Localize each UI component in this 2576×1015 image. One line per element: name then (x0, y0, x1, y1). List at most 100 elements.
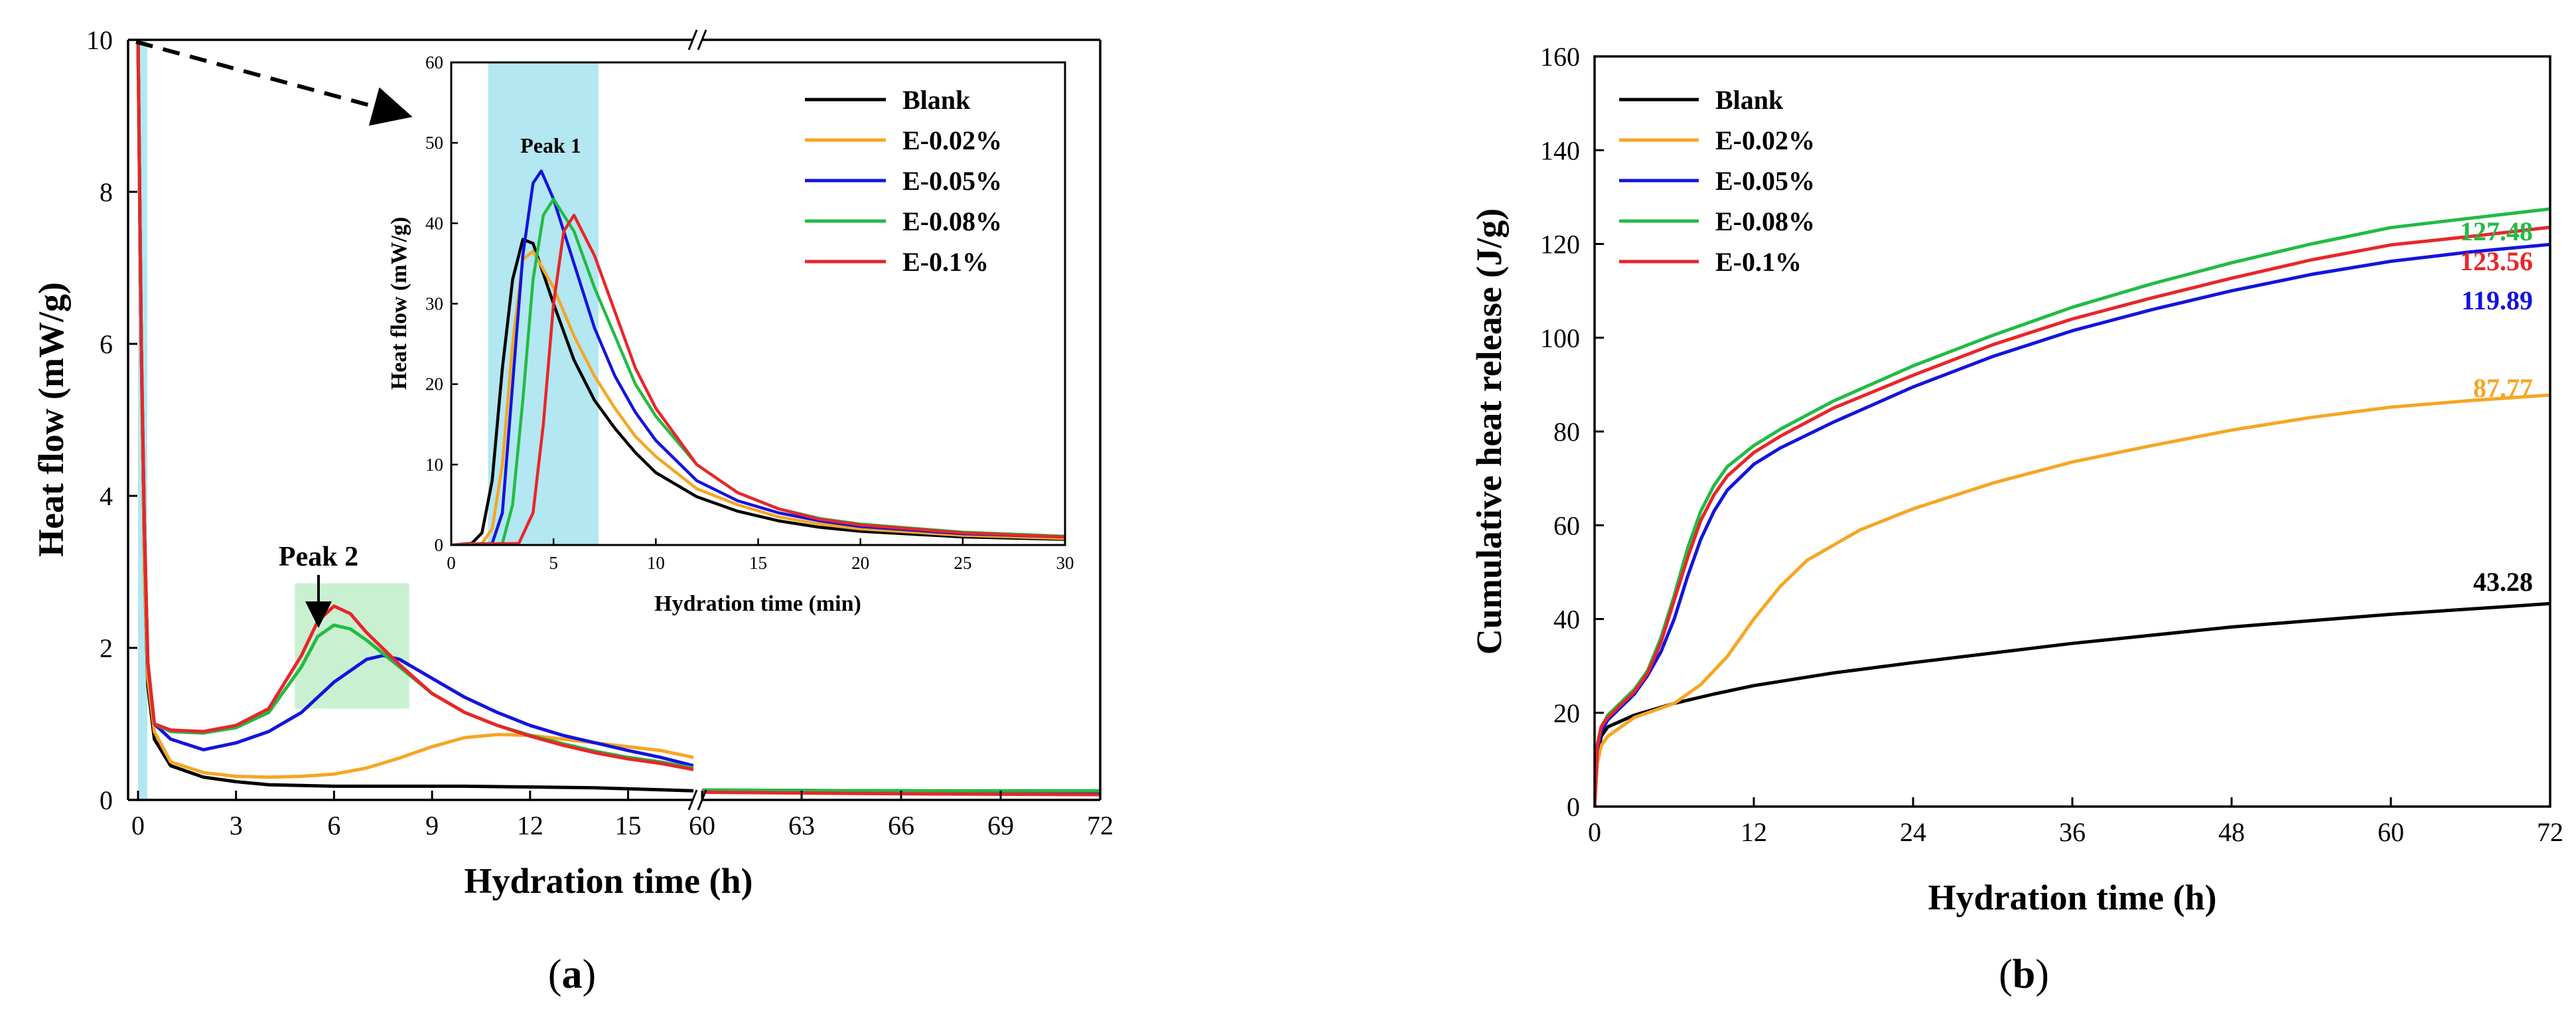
panel-b-series (1595, 207, 2550, 807)
panel-a-x-axis-title: Hydration time (h) (465, 861, 753, 901)
y-tick-label: 160 (1540, 42, 1580, 72)
inset-x-tick-label: 25 (954, 553, 971, 573)
y-tick-label: 10 (86, 25, 113, 55)
legend-label-blank: Blank (902, 85, 971, 115)
inset-x-tick-label: 5 (549, 553, 558, 573)
end-value-label-e-0-05: 119.89 (2461, 285, 2533, 315)
x-tick-label: 72 (2537, 817, 2563, 847)
x-tick-label: 66 (888, 811, 914, 840)
series-line-e-0-05 (1595, 242, 2550, 807)
zoom-dashed-arrow (135, 40, 413, 126)
inset-x-tick-label: 10 (647, 553, 665, 573)
inset-series-line-e-0-1 (451, 213, 1065, 545)
inset-series-line-e-0-05 (451, 169, 1065, 545)
y-tick-label: 4 (100, 481, 113, 511)
inset-y-tick-label: 10 (425, 455, 443, 475)
panel-b-x-axis: 0 12 24 36 48 60 72 (1588, 797, 2563, 847)
panel-b-y-axis-title: Cumulative heat release (J/g) (1469, 208, 1509, 655)
panel-b: 0 20 40 60 80 100 120 140 160 0 12 24 36 48 60 72 Cumu… (1469, 42, 2563, 997)
panel-a-label: (a) (548, 952, 596, 997)
inset-y-tick-label: 50 (425, 133, 443, 153)
inset-x-tick-label: 20 (851, 553, 869, 573)
legend-label-e-0-1: E-0.1% (1715, 247, 1802, 277)
panel-a-y-axis-title: Heat flow (mW/g) (31, 282, 71, 557)
y-tick-label: 80 (1553, 417, 1580, 447)
x-tick-label: 60 (2378, 817, 2404, 847)
panel-b-y-axis: 0 20 40 60 80 100 120 140 160 (1540, 42, 1604, 822)
inset-y-tick-label: 40 (425, 213, 443, 233)
inset-x-axis-title: Hydration time (min) (654, 591, 861, 616)
y-tick-label: 0 (1567, 792, 1580, 822)
inset-x-axis: 0 5 10 15 20 25 30 (447, 538, 1074, 573)
end-value-label-blank: 43.28 (2473, 567, 2533, 597)
y-tick-label: 40 (1553, 605, 1580, 635)
y-tick-label: 60 (1553, 510, 1580, 540)
panel-a-legend: Blank E-0.02% E-0.05% E-0.08% E-0.1% (805, 85, 1002, 277)
x-tick-label: 48 (2218, 817, 2245, 847)
x-tick-label: 12 (517, 811, 543, 840)
end-value-label-e-0-02: 87.77 (2473, 373, 2533, 403)
peak1-label: Peak 1 (520, 133, 581, 157)
series-line-e-0-1 (1595, 225, 2550, 807)
x-tick-label: 69 (987, 811, 1014, 840)
panel-b-x-axis-title: Hydration time (h) (1928, 878, 2217, 917)
x-tick-label: 6 (327, 811, 340, 840)
inset-y-tick-label: 20 (425, 374, 443, 394)
panel-a-letter: a (562, 952, 583, 997)
legend-label-e-0-05: E-0.05% (1715, 166, 1815, 196)
inset-y-axis-title: Heat flow (mW/g) (387, 217, 411, 390)
end-value-label-e-0-08: 127.48 (2460, 216, 2533, 246)
peak2-label: Peak 2 (279, 542, 358, 572)
y-tick-label: 100 (1540, 323, 1580, 353)
legend-label-e-0-05: E-0.05% (902, 166, 1002, 196)
panel-b-legend: Blank E-0.02% E-0.05% E-0.08% E-0.1% (1619, 85, 1815, 277)
x-tick-label: 3 (230, 811, 243, 840)
inset-y-tick-label: 60 (425, 52, 443, 72)
inset-series (451, 169, 1065, 545)
inset-y-tick-label: 0 (435, 535, 444, 555)
x-tick-label: 9 (425, 811, 439, 840)
x-tick-label: 0 (1588, 817, 1601, 847)
x-tick-label: 60 (689, 811, 715, 840)
x-tick-label: 36 (2059, 817, 2086, 847)
panel-b-label: (b) (1999, 952, 2049, 997)
y-tick-label: 2 (100, 633, 113, 663)
panel-b-letter: b (2013, 952, 2035, 997)
x-tick-label: 0 (131, 811, 145, 840)
legend-label-e-0-02: E-0.02% (902, 125, 1002, 155)
inset-series-line-e-0-02 (451, 250, 1065, 545)
series-line-e-0-08 (1595, 207, 2550, 807)
y-tick-label: 140 (1540, 135, 1580, 165)
end-value-label-e-0-1: 123.56 (2460, 246, 2533, 276)
panel-a-x-axis: 0 3 6 9 12 15 60 63 66 69 72 (131, 791, 1113, 840)
axis-break-marks (687, 29, 707, 811)
inset-y-axis: 0 10 20 30 40 50 60 (425, 52, 458, 555)
y-tick-label: 0 (100, 785, 113, 815)
panel-a-inset: 0 10 20 30 40 50 60 0 5 10 15 20 25 30 Heat flow (mW… (387, 52, 1074, 616)
series-line-e-0-02 (1595, 393, 2550, 807)
x-tick-label: 72 (1087, 811, 1113, 840)
inset-x-tick-label: 0 (447, 553, 456, 573)
x-tick-label: 24 (1900, 817, 1926, 847)
panel-a-y-axis: 0 2 4 6 8 10 (86, 25, 137, 815)
x-tick-label: 12 (1741, 817, 1767, 847)
y-tick-label: 8 (100, 177, 113, 207)
inset-series-line-blank (451, 238, 1065, 545)
legend-label-e-0-02: E-0.02% (1715, 125, 1815, 155)
y-tick-label: 20 (1553, 698, 1580, 728)
panel-a-frame (127, 39, 1102, 801)
inset-y-tick-label: 30 (425, 294, 443, 314)
legend-label-blank: Blank (1715, 85, 1784, 115)
x-tick-label: 15 (615, 811, 642, 840)
y-tick-label: 120 (1540, 230, 1580, 260)
inset-x-tick-label: 15 (749, 553, 767, 573)
x-tick-label: 63 (788, 811, 815, 840)
series-line-blank (1595, 601, 2550, 807)
y-tick-label: 6 (100, 329, 113, 359)
legend-label-e-0-08: E-0.08% (902, 206, 1002, 236)
legend-label-e-0-1: E-0.1% (902, 247, 989, 277)
legend-label-e-0-08: E-0.08% (1715, 206, 1815, 236)
